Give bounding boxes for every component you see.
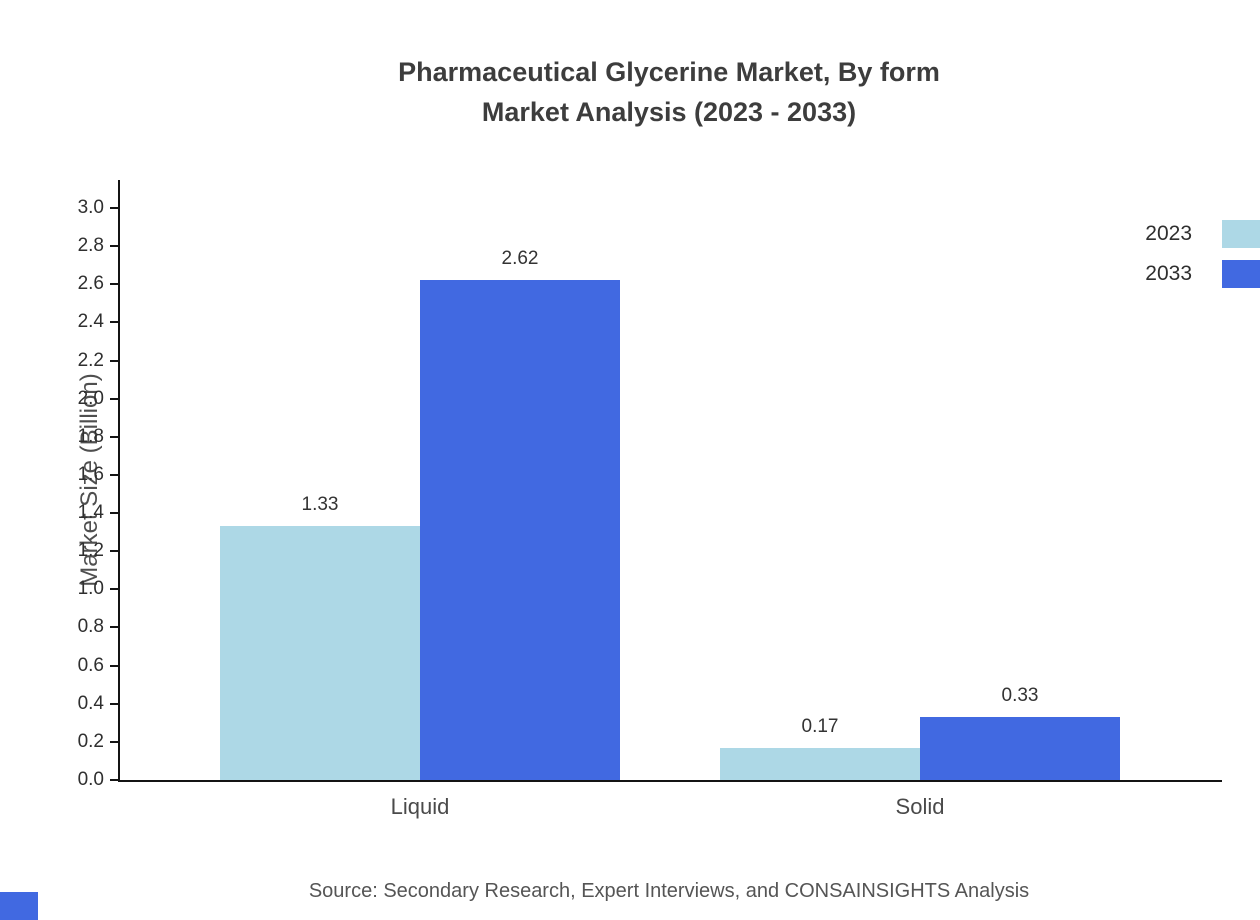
x-category-label-liquid: Liquid (390, 794, 450, 819)
y-tick-mark (110, 207, 118, 209)
y-tick-label: 2.0 (77, 387, 104, 409)
y-tick-mark (110, 435, 118, 438)
legend-label-2033: 2033 (1145, 262, 1192, 285)
y-tick-mark (110, 779, 118, 781)
y-tick-label: 1.2 (77, 540, 104, 562)
bar-value-label: 0.17 (801, 715, 839, 737)
y-tick-mark (110, 664, 118, 667)
y-tick-mark (110, 397, 118, 400)
chart-title-line2: Market Analysis (2023 - 2033) (481, 97, 857, 127)
legend-swatch-2023 (1222, 220, 1260, 248)
legend-swatch-2033 (1222, 260, 1260, 288)
y-tick-label: 0.6 (77, 654, 104, 676)
y-tick-label: 0.8 (77, 616, 104, 638)
y-tick-label: 0.4 (77, 692, 104, 714)
y-tick-mark (110, 321, 118, 324)
legend: 2023 2033 (1145, 220, 1260, 288)
y-tick-mark (110, 740, 118, 743)
watermark-square (0, 892, 38, 920)
y-tick-label: 2.8 (77, 235, 104, 257)
x-axis-line (118, 780, 1222, 782)
y-tick-mark (110, 588, 118, 591)
y-tick-label: 3.0 (77, 197, 104, 218)
y-tick-mark (110, 283, 118, 286)
y-tick-label: 2.4 (77, 311, 104, 333)
x-category-label-solid: Solid (895, 794, 945, 819)
y-tick-label: 1.0 (77, 578, 104, 600)
y-tick-mark (110, 359, 118, 362)
y-tick-label: 0.0 (77, 769, 104, 790)
bar-2023-solid (720, 747, 920, 780)
y-tick-mark (110, 473, 118, 476)
legend-item-2033: 2033 (1145, 260, 1260, 288)
y-tick-mark (110, 512, 118, 515)
y-tick-label: 2.2 (77, 349, 104, 371)
chart-title-line1: Pharmaceutical Glycerine Market, By form (398, 57, 940, 87)
y-tick-mark (110, 550, 118, 553)
y-tick-label: 0.2 (77, 730, 104, 752)
bar-value-label: 2.62 (501, 248, 539, 270)
bar-2033-solid (920, 717, 1120, 780)
legend-item-2023: 2023 (1145, 220, 1260, 248)
bar-value-label: 0.33 (1001, 685, 1039, 707)
y-tick-mark (110, 626, 118, 629)
bar-2023-liquid (220, 526, 420, 780)
y-tick-mark (110, 245, 118, 248)
bar-value-label: 1.33 (301, 494, 339, 516)
chart-title: Pharmaceutical Glycerine Market, By form… (118, 52, 1220, 132)
bar-2033-liquid (420, 280, 620, 780)
y-tick-mark (110, 702, 118, 705)
legend-label-2023: 2023 (1145, 222, 1192, 245)
y-tick-label: 1.6 (77, 463, 104, 485)
y-tick-label: 2.6 (77, 273, 104, 295)
y-tick-label: 1.8 (77, 425, 104, 447)
y-axis-line (118, 180, 120, 782)
source-note: Source: Secondary Research, Expert Inter… (308, 880, 1030, 902)
y-tick-label: 1.4 (77, 502, 104, 524)
